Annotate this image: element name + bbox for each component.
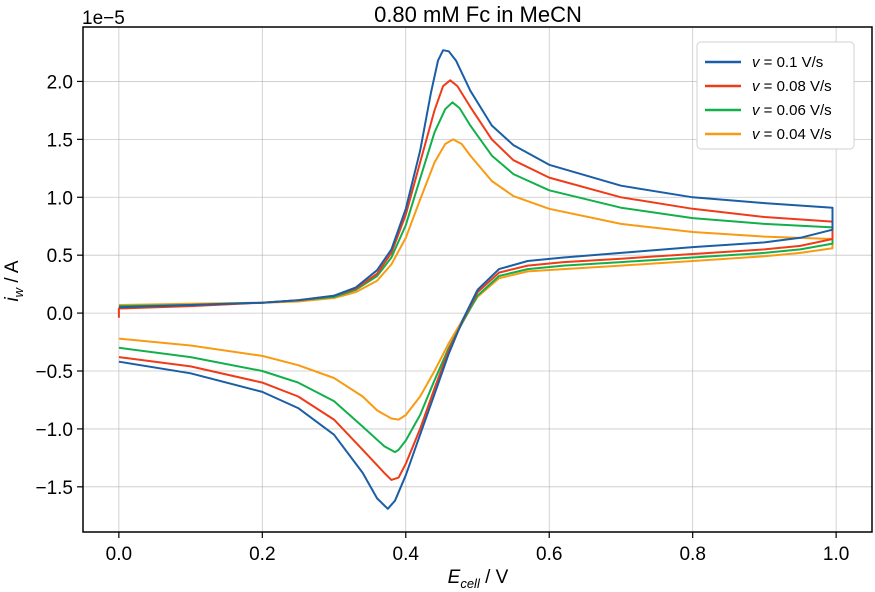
- series-line: [118, 138, 834, 421]
- y-axis-label: iw / A: [2, 260, 26, 301]
- legend-entry: v = 0.08 V/s: [752, 78, 832, 95]
- y-axis-label-unit: / A: [2, 260, 23, 288]
- legend-entry: v = 0.1 V/s: [752, 54, 823, 71]
- x-axis-label-subscript: cell: [460, 576, 481, 591]
- legend-entry: v = 0.06 V/s: [752, 102, 832, 119]
- x-axis-label-symbol: E: [448, 567, 461, 588]
- legend-symbol: v: [752, 102, 761, 119]
- x-tick-label: 0.6: [536, 544, 562, 565]
- legend: v = 0.1 V/sv = 0.08 V/sv = 0.06 V/sv = 0…: [696, 41, 855, 150]
- x-tick-label: 0.2: [249, 544, 275, 565]
- series-lines: [117, 49, 834, 510]
- y-tick-label: 1.5: [47, 130, 73, 151]
- legend-symbol: v: [752, 54, 761, 71]
- legend-value: = 0.1 V/s: [760, 54, 824, 71]
- legend-value: = 0.04 V/s: [760, 126, 832, 143]
- x-axis-label: Ecell / V: [448, 567, 509, 591]
- y-tick-label: −0.5: [35, 362, 73, 383]
- y-tick-label: −1.0: [35, 420, 73, 441]
- x-tick-label: 0.0: [106, 544, 132, 565]
- y-tick-label: 0.0: [47, 304, 73, 325]
- y-axis-ticks: −1.5 −1.0 −0.5 0.0 0.5 1.0 1.5 2.0: [35, 72, 83, 499]
- x-tick-label: 0.8: [679, 544, 705, 565]
- x-tick-label: 0.4: [393, 544, 420, 565]
- chart-title: 0.80 mM Fc in MeCN: [374, 2, 582, 27]
- legend-box: [696, 41, 855, 150]
- series-line: [118, 101, 834, 454]
- plot-frame: [82, 26, 873, 533]
- legend-value: = 0.06 V/s: [760, 102, 832, 119]
- y-axis-label-symbol: i: [2, 297, 23, 302]
- legend-symbol: v: [752, 78, 761, 95]
- x-tick-label: 1.0: [823, 544, 849, 565]
- x-axis-label-unit: / V: [480, 567, 509, 588]
- y-tick-label: 0.5: [47, 246, 73, 267]
- x-axis-ticks: 0.0 0.2 0.4 0.6 0.8 1.0: [106, 532, 849, 565]
- y-tick-label: −1.5: [35, 478, 73, 499]
- y-axis-offset-label: 1e−5: [82, 8, 125, 29]
- legend-entry: v = 0.04 V/s: [752, 126, 832, 143]
- legend-value: = 0.08 V/s: [760, 78, 832, 95]
- series-line: [118, 49, 834, 510]
- y-tick-label: 2.0: [47, 72, 73, 93]
- y-tick-label: 1.0: [47, 188, 73, 209]
- legend-symbol: v: [752, 126, 761, 143]
- y-axis-label-subscript: w: [11, 286, 26, 297]
